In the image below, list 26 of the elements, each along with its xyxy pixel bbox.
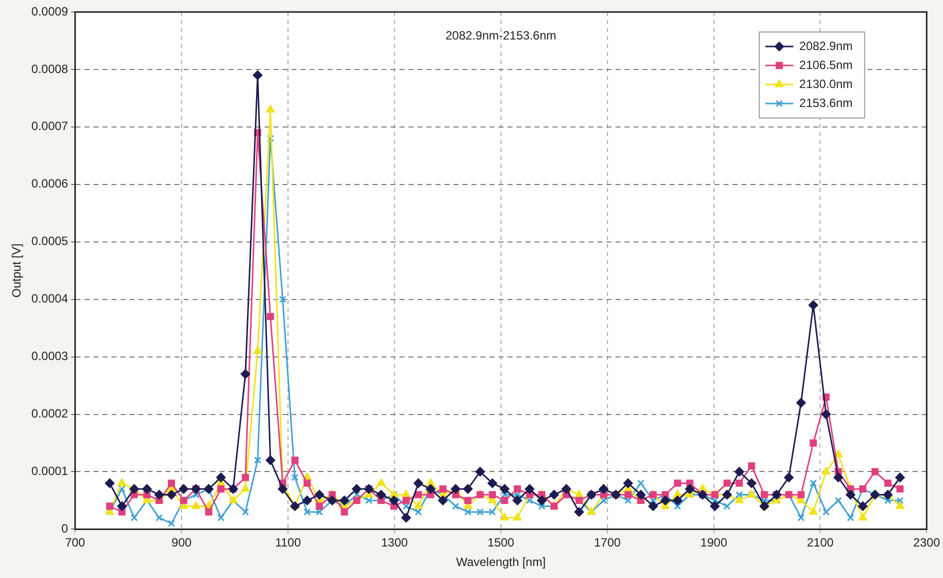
x-tick-label: 2300 (913, 536, 940, 550)
y-tick-label: 0.0004 (31, 292, 68, 306)
text: 2082.9nm-2153.6nm (446, 28, 556, 42)
x-tick-label: 1700 (594, 536, 621, 550)
y-tick-label: 0.0001 (31, 464, 68, 478)
y-tick-label: 0.0005 (31, 234, 68, 248)
x-tick-label: 1100 (275, 536, 302, 550)
y-tick-label: 0.0002 (31, 406, 68, 421)
y-tick-label: 0.0003 (31, 349, 68, 364)
y-tick-label: 0.0009 (31, 4, 68, 18)
legend-label: 2153.6nm (799, 96, 853, 110)
legend-label: 2082.9nm (799, 38, 853, 53)
x-tick-label: 1300 (381, 536, 408, 550)
legend-label: 2130.0nm (799, 76, 853, 91)
y-tick-label: 0 (61, 522, 68, 536)
x-tick-label: 1900 (700, 536, 728, 550)
y-tick-label: 0.0006 (31, 176, 68, 191)
x-tick-label: 1500 (488, 536, 515, 550)
x-tick-label: 900 (172, 536, 192, 550)
x-tick-label: 2100 (806, 536, 834, 550)
y-axis-title: Output [V] (10, 244, 24, 298)
x-axis-title: Wavelength [nm] (456, 555, 546, 570)
y-tick-label: 0.0008 (31, 62, 68, 76)
x-tick-label: 700 (65, 536, 86, 550)
legend-label: 2106.5nm (799, 58, 853, 72)
y-tick-label: 0.0007 (31, 119, 68, 134)
